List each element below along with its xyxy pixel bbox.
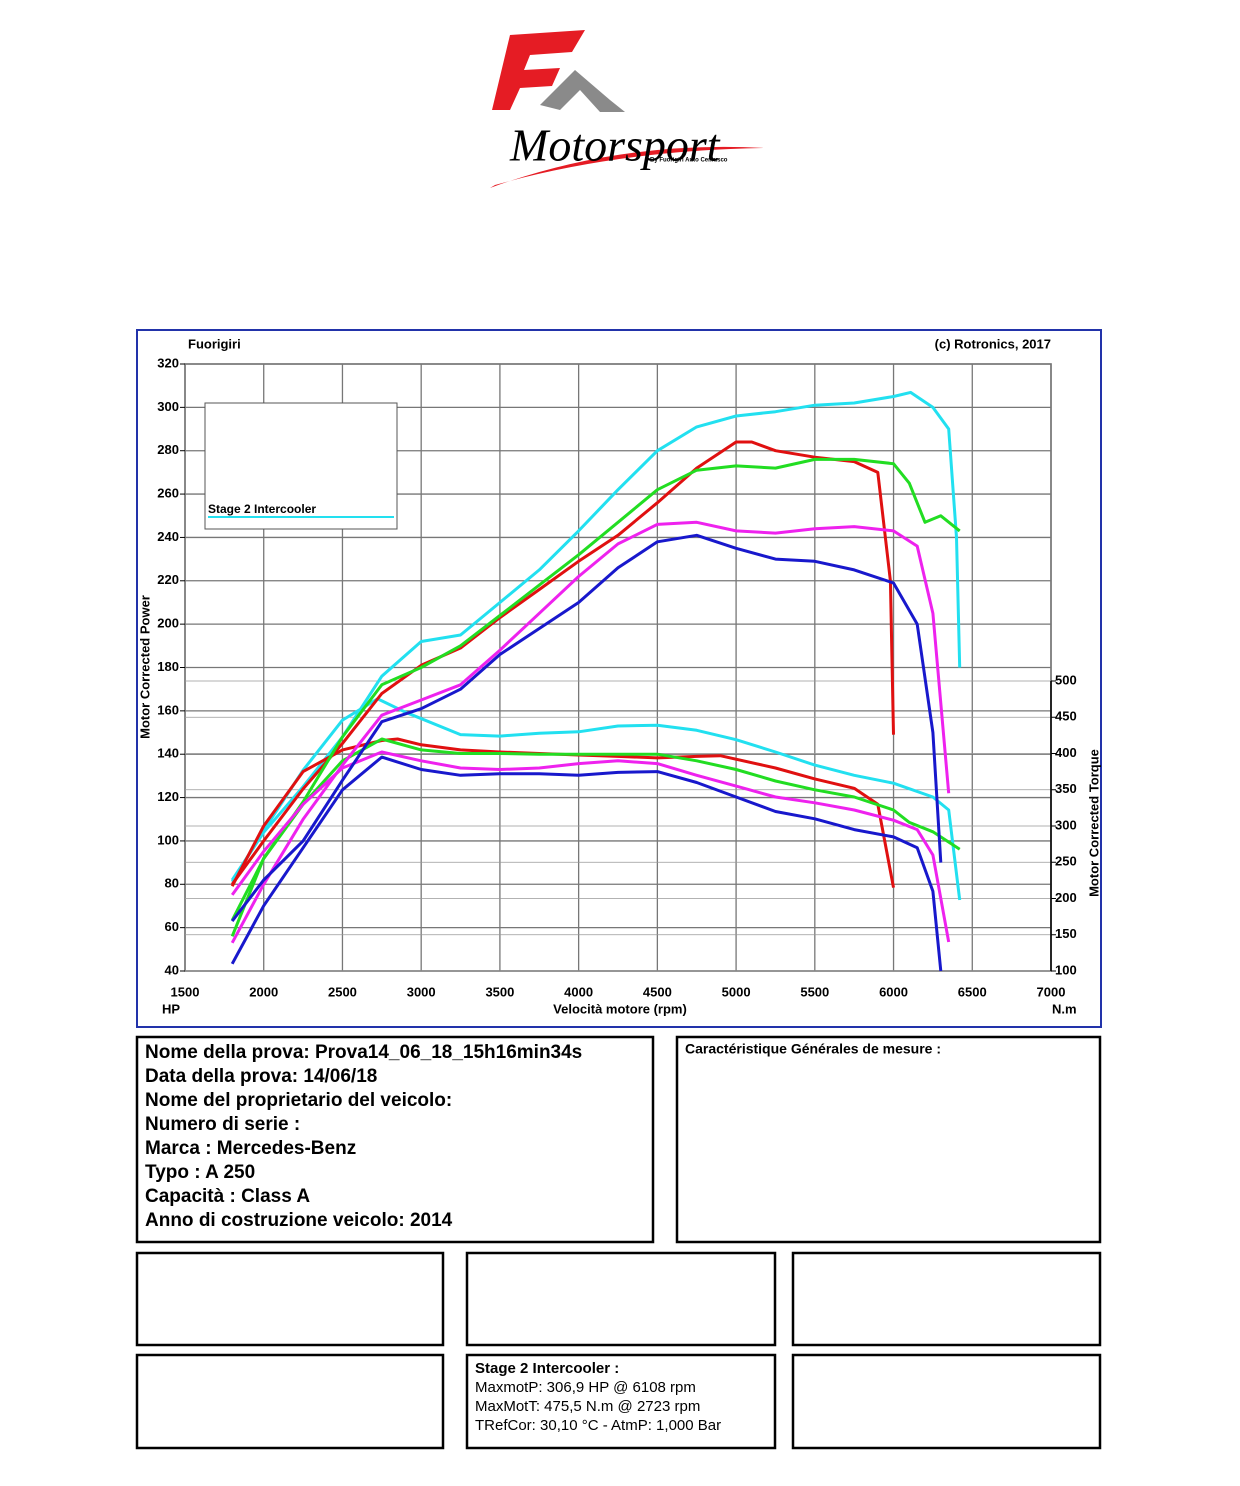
y-tick-label: 300 bbox=[157, 399, 179, 414]
result-line: MaxmotP: 306,9 HP @ 6108 rpm bbox=[475, 1379, 696, 1396]
torque-curve bbox=[230, 755, 943, 972]
y2-tick-label: 300 bbox=[1055, 817, 1077, 832]
torque-curve bbox=[230, 737, 961, 921]
legend: Stage 2 Intercooler bbox=[204, 402, 398, 530]
y2-tick-label: 400 bbox=[1055, 745, 1077, 760]
info-line: Marca : Mercedes-Benz bbox=[145, 1138, 356, 1159]
y-tick-label: 220 bbox=[157, 572, 179, 587]
y2-unit: N.m bbox=[1052, 1001, 1077, 1016]
info-line: Nome della prova: Prova14_06_18_15h16min… bbox=[145, 1042, 582, 1063]
x-tick-label: 2000 bbox=[249, 984, 278, 999]
logo: Motorsport By Fuorigiri Auto Cemusco bbox=[490, 30, 765, 188]
y2-tick-label: 350 bbox=[1055, 781, 1077, 796]
y-axis-title: Motor Corrected Power bbox=[137, 595, 152, 739]
document-text: Nome della prova: Prova14_06_18_15h16min… bbox=[145, 1042, 721, 1434]
y-tick-label: 200 bbox=[157, 616, 179, 631]
y2-tick-label: 200 bbox=[1055, 890, 1077, 905]
x-tick-label: 6000 bbox=[879, 984, 908, 999]
x-tick-label: 7000 bbox=[1037, 984, 1066, 999]
logo-tagline: By Fuorigiri Auto Cemusco bbox=[650, 158, 728, 164]
empty-box bbox=[791, 1353, 1102, 1450]
result-box bbox=[465, 1353, 777, 1450]
y2-tick-label: 250 bbox=[1055, 854, 1077, 869]
x-axis-title: Velocità motore (rpm) bbox=[553, 1001, 687, 1016]
y2-tick-label: 500 bbox=[1055, 672, 1077, 687]
result-line: TRefCor: 30,10 °C - AtmP: 1,000 Bar bbox=[475, 1417, 721, 1434]
y-unit: HP bbox=[162, 1001, 180, 1016]
power-curve bbox=[230, 457, 961, 937]
y-tick-label: 80 bbox=[165, 876, 179, 891]
header-right: (c) Rotronics, 2017 bbox=[935, 336, 1051, 351]
y-tick-label: 260 bbox=[157, 486, 179, 501]
y-tick-label: 40 bbox=[165, 962, 179, 977]
info-line: Typo : A 250 bbox=[145, 1162, 255, 1183]
power-curve bbox=[230, 390, 962, 881]
x-tick-label: 1500 bbox=[171, 984, 200, 999]
info-line: Numero di serie : bbox=[145, 1114, 300, 1135]
y-tick-label: 120 bbox=[157, 789, 179, 804]
x-tick-label: 3000 bbox=[407, 984, 436, 999]
result-title: Stage 2 Intercooler : bbox=[475, 1360, 619, 1377]
power-curve bbox=[231, 533, 943, 923]
logo-brand: Motorsport bbox=[509, 120, 721, 171]
y-tick-label: 100 bbox=[157, 832, 179, 847]
x-tick-label: 4000 bbox=[564, 984, 593, 999]
y-tick-label: 180 bbox=[157, 659, 179, 674]
general-title: Caractéristique Générales de mesure : bbox=[685, 1041, 941, 1057]
legend-label: Stage 2 Intercooler bbox=[208, 502, 316, 516]
empty-box bbox=[791, 1251, 1102, 1347]
curves bbox=[230, 390, 962, 972]
y2-tick-label: 100 bbox=[1055, 962, 1077, 977]
header-left: Fuorigiri bbox=[188, 336, 241, 351]
empty-box bbox=[135, 1251, 445, 1347]
torque-curve bbox=[230, 697, 962, 901]
y-tick-label: 280 bbox=[157, 442, 179, 457]
info-line: Anno di costruzione veicolo: 2014 bbox=[145, 1210, 453, 1231]
info-line: Data della prova: 14/06/18 bbox=[145, 1066, 377, 1087]
info-box bbox=[135, 1035, 655, 1244]
y2-axis-title: Motor Corrected Torque bbox=[1086, 749, 1101, 897]
logo-swoosh bbox=[490, 146, 765, 188]
x-tick-label: 4500 bbox=[643, 984, 672, 999]
x-tick-label: 6500 bbox=[958, 984, 987, 999]
empty-box bbox=[135, 1353, 445, 1450]
power-curve bbox=[230, 520, 951, 944]
x-tick-label: 5500 bbox=[800, 984, 829, 999]
x-tick-label: 2500 bbox=[328, 984, 357, 999]
general-box bbox=[675, 1035, 1102, 1244]
y2-tick-label: 450 bbox=[1055, 709, 1077, 724]
y-tick-label: 240 bbox=[157, 529, 179, 544]
y-tick-label: 320 bbox=[157, 355, 179, 370]
x-tick-label: 3500 bbox=[485, 984, 514, 999]
y2-tick-label: 150 bbox=[1055, 926, 1077, 941]
logo-a bbox=[540, 70, 625, 112]
info-line: Capacità : Class A bbox=[145, 1186, 310, 1207]
legend-box bbox=[204, 402, 398, 530]
empty-box bbox=[465, 1251, 777, 1347]
y-tick-label: 60 bbox=[165, 919, 179, 934]
y-tick-label: 140 bbox=[157, 746, 179, 761]
logo-f bbox=[492, 30, 585, 110]
axes: 1500 2000 2500 3000 3500 4000 4500 5000 5500 6000… bbox=[157, 355, 1076, 999]
x-tick-label: 5000 bbox=[722, 984, 751, 999]
result-line: MaxMotT: 475,5 N.m @ 2723 rpm bbox=[475, 1398, 700, 1415]
y-tick-label: 160 bbox=[157, 702, 179, 717]
info-line: Nome del proprietario del veicolo: bbox=[145, 1090, 452, 1111]
